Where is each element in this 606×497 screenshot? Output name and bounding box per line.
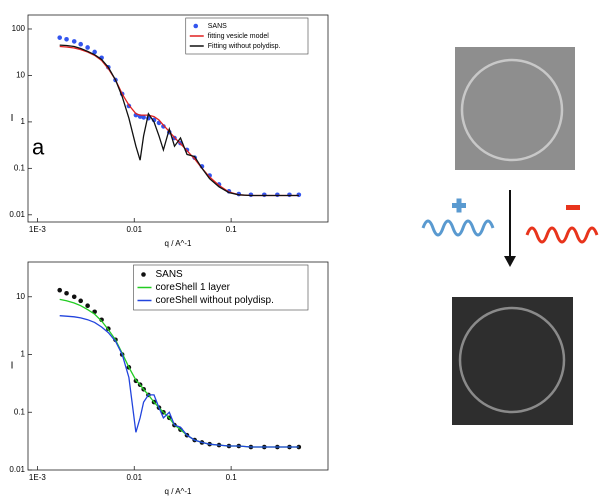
- x-tick-label: 1E-3: [29, 473, 46, 482]
- y-tick-label: 0.1: [14, 407, 26, 416]
- minus-sign: [566, 205, 580, 210]
- x-axis-label: q / A^-1: [165, 239, 192, 248]
- legend-box: [133, 264, 309, 311]
- legend-label: coreShell 1 layer: [156, 282, 231, 293]
- data-point: [85, 303, 90, 309]
- vesicle-outline: [458, 306, 566, 414]
- data-point: [275, 192, 280, 198]
- y-tick-label: 100: [12, 24, 26, 33]
- y-axis-label: I: [11, 113, 14, 124]
- y-axis-label: I: [11, 361, 14, 372]
- x-axis-label: q / A^-1: [165, 487, 192, 496]
- data-point: [71, 294, 77, 300]
- data-point: [262, 192, 267, 198]
- y-tick-label: 1: [21, 350, 26, 359]
- legend-marker: [141, 272, 146, 277]
- data-point: [57, 35, 63, 40]
- micrograph-top: [455, 47, 575, 170]
- x-tick-label: 0.01: [126, 225, 142, 234]
- legend-label: SANS: [208, 23, 227, 30]
- x-tick-label: 0.1: [226, 225, 238, 234]
- data-point: [78, 298, 84, 304]
- series-line: [59, 45, 299, 197]
- data-point: [287, 192, 292, 198]
- legend-label: fitting vesicle model: [208, 33, 270, 40]
- y-tick-label: 0.1: [14, 163, 26, 172]
- x-tick-label: 0.01: [126, 473, 142, 482]
- y-tick-label: 0.01: [9, 210, 25, 219]
- data-point: [57, 287, 63, 293]
- legend-box: [185, 17, 309, 55]
- data-point: [296, 192, 302, 198]
- y-tick-label: 10: [16, 71, 25, 80]
- polymer-positive: [421, 219, 495, 237]
- data-point: [141, 115, 146, 120]
- vesicle-diagram: [421, 47, 599, 425]
- series-line: [59, 44, 299, 197]
- legend-label: Fitting without polydisp.: [208, 43, 281, 50]
- data-point: [78, 41, 84, 47]
- data-point: [85, 45, 90, 50]
- data-point: [161, 124, 166, 129]
- data-point: [296, 444, 302, 450]
- x-tick-label: 0.1: [226, 473, 238, 482]
- y-tick-label: 0.01: [9, 465, 25, 474]
- series-line: [59, 315, 299, 448]
- y-tick-label: 1: [21, 117, 26, 126]
- legend-marker: [193, 23, 199, 29]
- plot-frame: [27, 14, 329, 223]
- data-point: [92, 49, 97, 55]
- plus-sign: [456, 198, 462, 213]
- vesicle-outline: [460, 58, 564, 162]
- legend-label: SANS: [156, 269, 184, 280]
- micrograph-bottom: [452, 297, 573, 425]
- data-point: [99, 317, 104, 323]
- plot-frame: [27, 261, 329, 471]
- data-point: [64, 290, 69, 296]
- data-point: [71, 39, 77, 44]
- y-tick-label: 10: [16, 292, 25, 301]
- polymer-negative: [525, 226, 599, 244]
- x-tick-label: 1E-3: [29, 225, 46, 234]
- legend-label: coreShell without polydisp.: [156, 295, 274, 306]
- data-point: [64, 36, 69, 42]
- series-line: [59, 298, 299, 448]
- panel-label: a: [32, 134, 45, 159]
- arrow-head: [504, 256, 516, 267]
